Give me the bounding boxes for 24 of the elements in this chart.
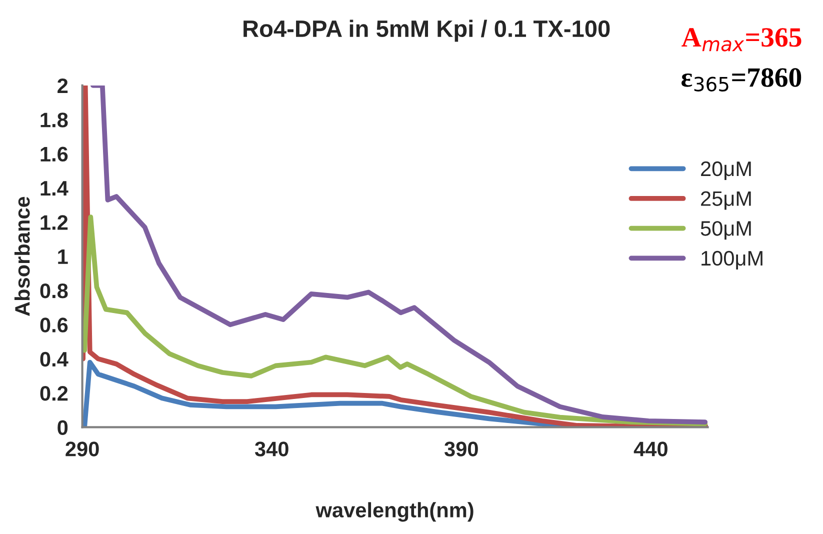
y-tick-label: 1.4 [40,181,68,196]
x-tick-label: 290 [66,442,99,456]
legend-label: 50μM [700,221,751,240]
legend-label: 20μM [701,161,751,180]
x-tick-label: 340 [254,442,288,456]
legend-label: 100μM [702,250,762,270]
y-tick-label: 2 [58,78,68,93]
chart-title: Ro4-DPA in 5mM Kpi / 0.1 TX-100 [244,20,610,42]
text: A$_{max}$=365 [682,28,802,52]
y-tick-label: 0 [58,420,68,435]
x-tick-label: 390 [444,442,478,456]
x-tick-label: 440 [634,442,668,456]
y-tick-label: 0.8 [40,283,68,298]
y-tick-label: 1 [58,250,68,264]
annotation: ε$_{365}$=7860 [682,68,802,92]
y-tick-label: 1.2 [40,215,68,230]
y-tick-label: 0.6 [40,318,68,332]
y-tick-label: 0.4 [40,352,68,367]
y-tick-label: 0.2 [40,386,68,401]
y-tick-label: 1.8 [40,112,68,128]
x-axis-title: wavelength(nm) [316,502,474,522]
y-axis-title: Absorbance [14,196,30,316]
y-tick-label: 1.6 [40,146,68,162]
legend-label: 25μM [701,191,751,210]
